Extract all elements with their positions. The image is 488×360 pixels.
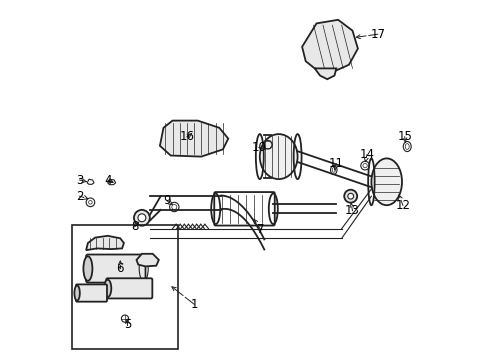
Ellipse shape <box>259 134 297 179</box>
Text: 5: 5 <box>123 318 131 331</box>
Text: 14: 14 <box>359 148 374 161</box>
Text: 17: 17 <box>369 28 385 41</box>
Text: 2: 2 <box>76 190 83 203</box>
Text: 4: 4 <box>104 174 111 186</box>
Text: 3: 3 <box>76 174 83 186</box>
Bar <box>72 225 178 349</box>
Text: 13: 13 <box>345 204 359 217</box>
Polygon shape <box>302 20 357 72</box>
Text: 1: 1 <box>190 298 198 311</box>
Ellipse shape <box>83 256 92 281</box>
Circle shape <box>134 210 149 226</box>
Ellipse shape <box>371 158 401 205</box>
FancyBboxPatch shape <box>76 284 107 302</box>
Text: 15: 15 <box>396 130 411 143</box>
Text: 9: 9 <box>163 194 170 207</box>
Text: 10: 10 <box>251 141 266 154</box>
Text: 6: 6 <box>116 262 124 275</box>
Text: 8: 8 <box>131 220 138 233</box>
Text: 7: 7 <box>256 223 264 236</box>
FancyBboxPatch shape <box>86 255 145 283</box>
Text: 16: 16 <box>179 130 194 143</box>
Circle shape <box>347 193 353 199</box>
Polygon shape <box>86 236 123 250</box>
Circle shape <box>344 190 356 203</box>
Circle shape <box>138 214 145 222</box>
Ellipse shape <box>74 285 80 301</box>
Polygon shape <box>136 254 159 266</box>
Text: 12: 12 <box>395 199 409 212</box>
Polygon shape <box>160 121 228 157</box>
Polygon shape <box>314 68 336 79</box>
FancyBboxPatch shape <box>106 278 152 298</box>
Text: 11: 11 <box>328 157 343 170</box>
Ellipse shape <box>104 280 111 297</box>
